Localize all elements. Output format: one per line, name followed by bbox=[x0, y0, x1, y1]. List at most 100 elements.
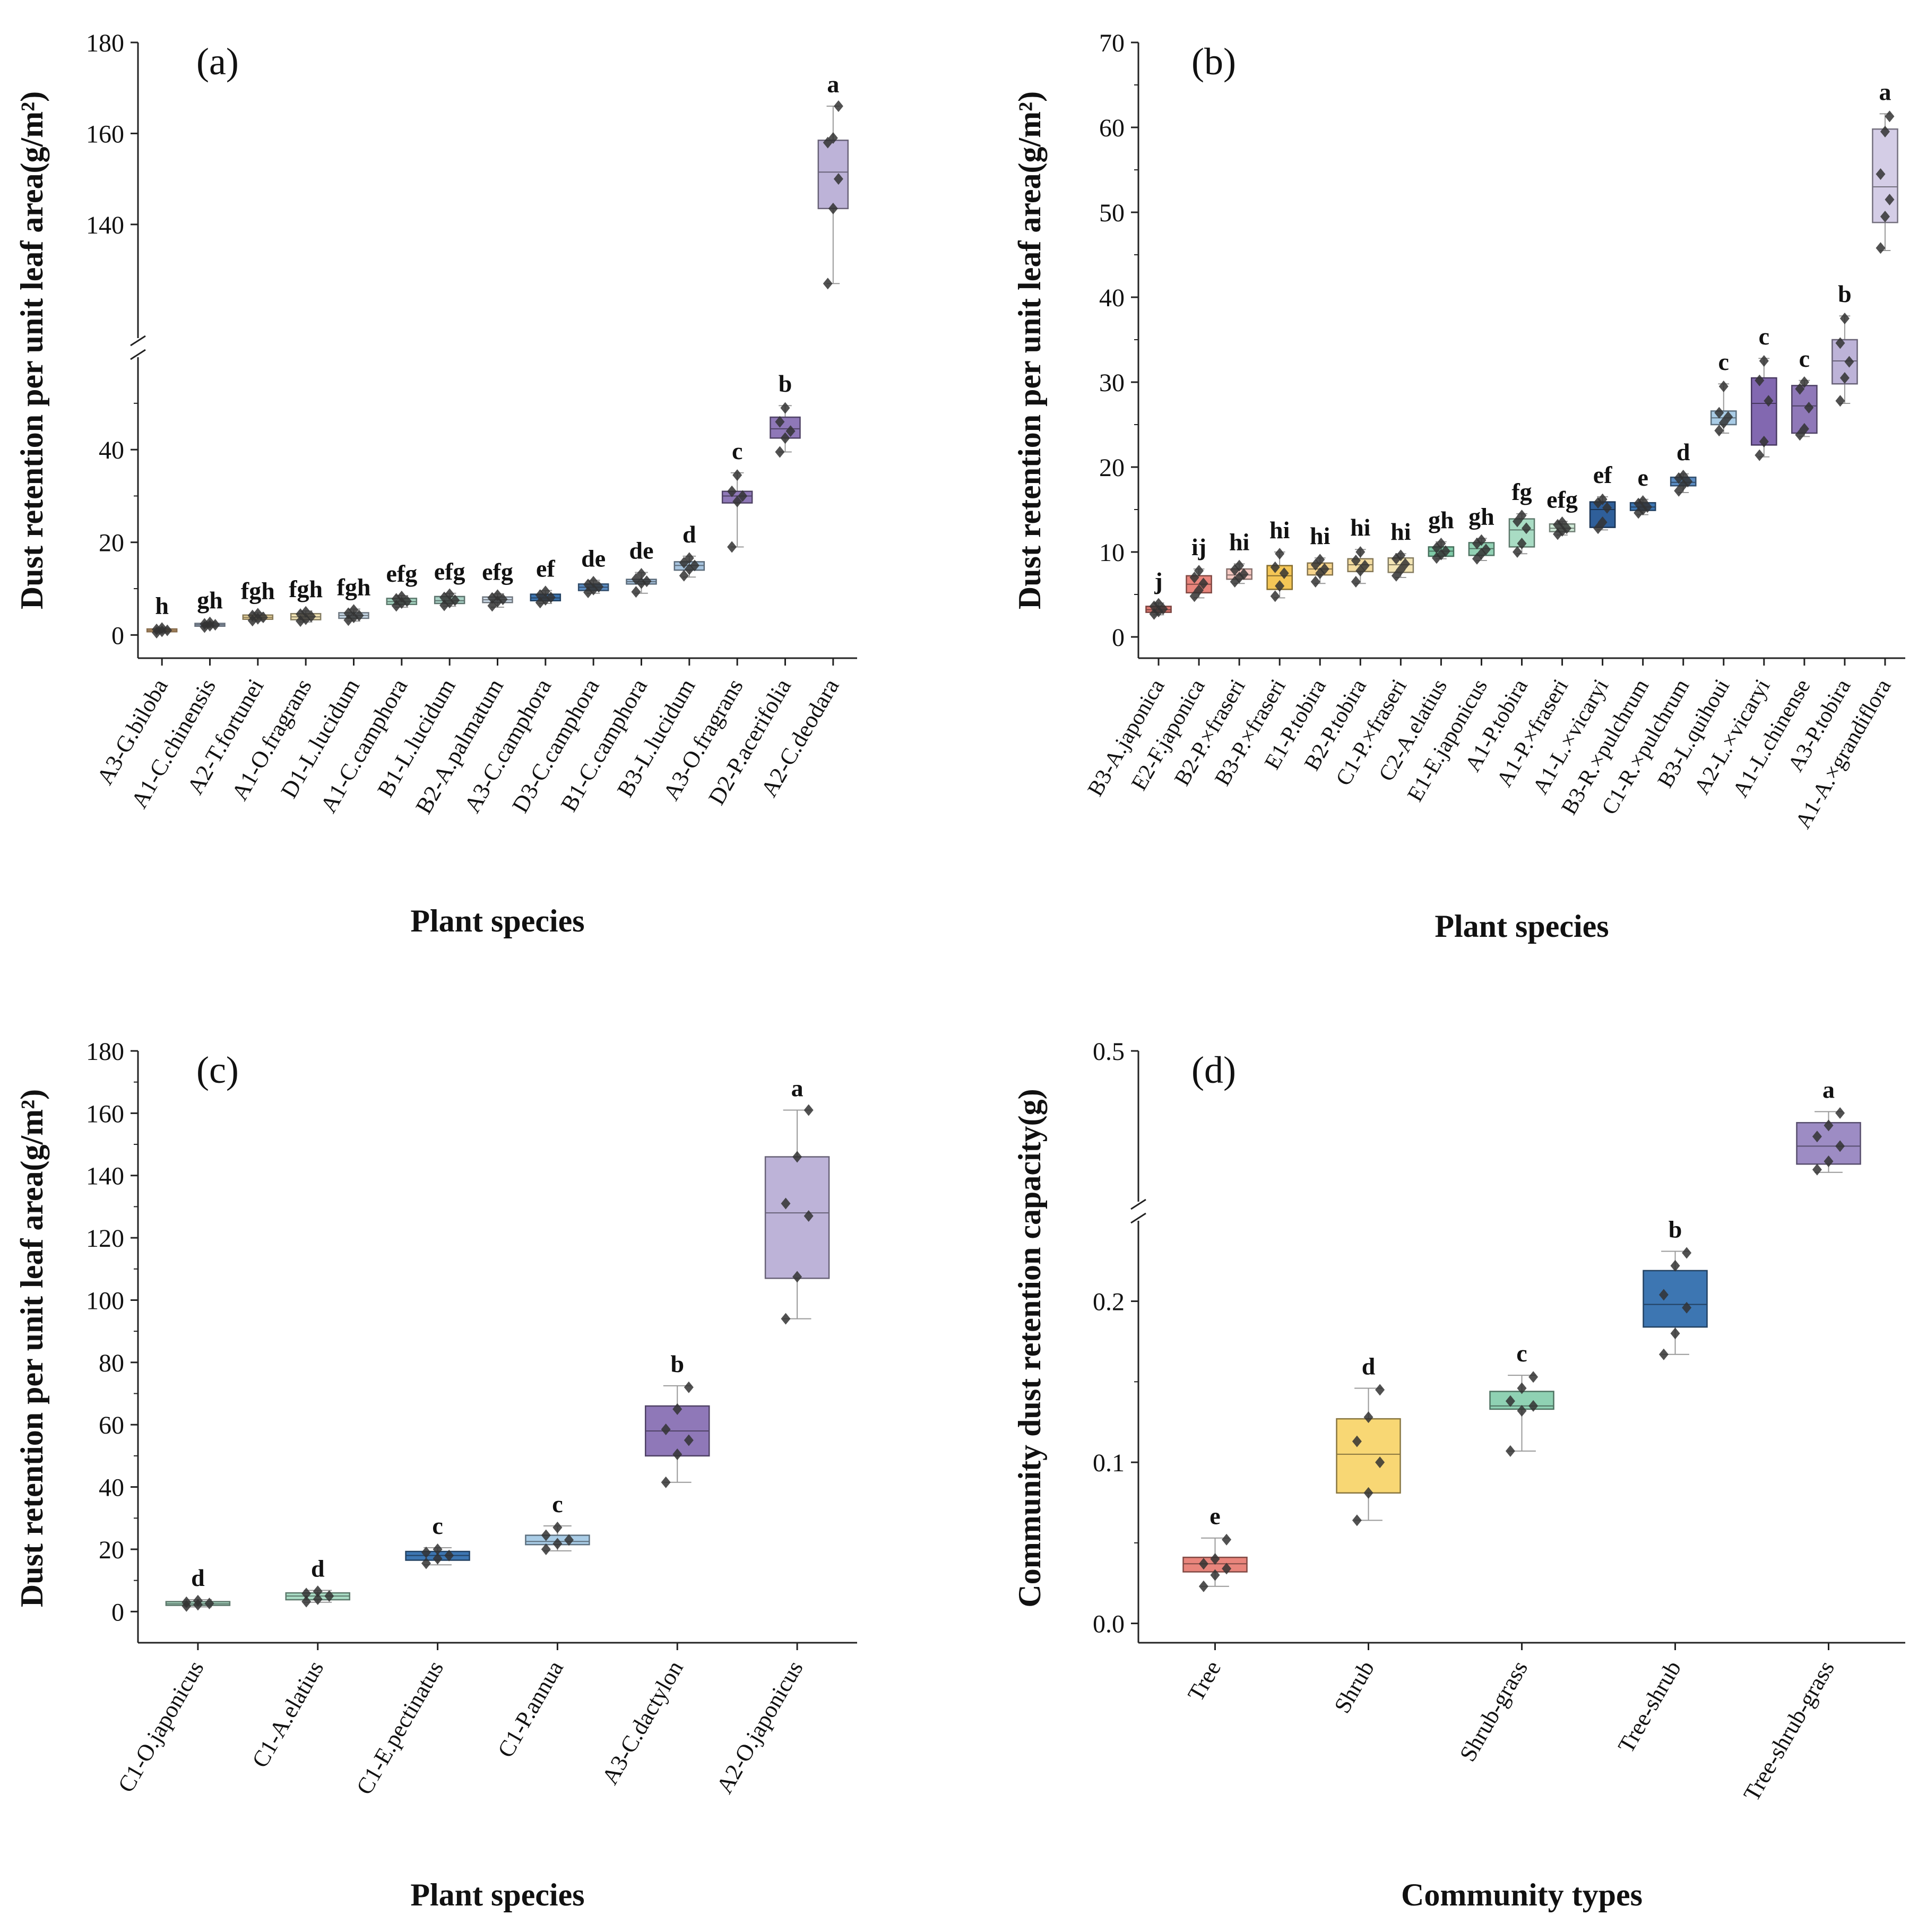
data-point bbox=[1275, 580, 1285, 592]
x-tick-label: C1-E.pectinatus bbox=[351, 1657, 449, 1799]
y-tick-label: 140 bbox=[86, 211, 124, 239]
x-tick-label: A3-C.dactylon bbox=[597, 1657, 688, 1789]
significance-letter: b bbox=[1838, 280, 1852, 307]
x-axis-title: Plant species bbox=[1435, 909, 1609, 944]
data-point bbox=[541, 1543, 551, 1555]
y-tick-label: 180 bbox=[86, 1038, 124, 1066]
data-point bbox=[205, 616, 215, 628]
box-iqr bbox=[1872, 128, 1898, 223]
box-c-6: a bbox=[764, 1075, 830, 1325]
box-b-13: e bbox=[1629, 464, 1656, 519]
data-point bbox=[1723, 411, 1733, 423]
data-point bbox=[1880, 211, 1890, 222]
data-point bbox=[1210, 1569, 1220, 1581]
data-point bbox=[1194, 584, 1204, 596]
panel-label: (c) bbox=[196, 1049, 239, 1091]
data-point bbox=[1517, 510, 1527, 522]
data-point bbox=[689, 559, 699, 572]
box-b-10: fg bbox=[1508, 478, 1535, 558]
significance-letter: c bbox=[1718, 348, 1729, 375]
significance-letter: c bbox=[552, 1490, 563, 1517]
data-point bbox=[732, 469, 742, 481]
data-point bbox=[1513, 546, 1523, 558]
y-tick-label: 70 bbox=[1099, 29, 1125, 57]
data-point bbox=[1154, 598, 1164, 610]
data-point bbox=[792, 1151, 802, 1163]
data-point bbox=[1682, 1247, 1692, 1259]
y-tick-label: 60 bbox=[1099, 114, 1125, 142]
box-a-4: fgh bbox=[289, 575, 323, 627]
data-point bbox=[433, 1543, 443, 1555]
data-point bbox=[732, 495, 742, 507]
box-a-9: ef bbox=[530, 555, 561, 609]
significance-letter: hi bbox=[1390, 518, 1411, 545]
box-b-15: c bbox=[1710, 348, 1737, 437]
axis-break-mark bbox=[130, 349, 146, 360]
data-point bbox=[684, 1434, 694, 1446]
data-point bbox=[450, 594, 460, 606]
y-tick-label: 0.5 bbox=[1093, 1038, 1125, 1066]
box-iqr bbox=[1336, 1418, 1401, 1494]
significance-letter: d bbox=[191, 1564, 205, 1591]
data-point bbox=[1310, 576, 1320, 588]
data-point bbox=[1835, 1107, 1845, 1119]
data-point bbox=[1279, 567, 1289, 579]
box-b-18: b bbox=[1831, 280, 1858, 407]
data-point bbox=[1799, 423, 1809, 435]
data-point bbox=[1885, 194, 1895, 205]
data-point bbox=[1528, 1400, 1539, 1412]
data-point bbox=[1270, 590, 1280, 602]
y-tick-label: 30 bbox=[1099, 369, 1125, 397]
axis-break-mark bbox=[1130, 1198, 1146, 1210]
data-point bbox=[672, 1448, 682, 1460]
significance-letter: efg bbox=[482, 558, 513, 585]
data-point bbox=[1319, 563, 1329, 575]
x-tick-label: C1-A.elatius bbox=[247, 1657, 329, 1772]
x-tick-label: Tree bbox=[1182, 1657, 1226, 1706]
data-point bbox=[1839, 372, 1850, 384]
data-point bbox=[1824, 1155, 1834, 1167]
box-a-1: h bbox=[146, 592, 178, 639]
data-point bbox=[1481, 544, 1491, 556]
data-point bbox=[672, 1403, 682, 1415]
data-point bbox=[833, 173, 843, 185]
y-tick-label: 50 bbox=[1099, 199, 1125, 227]
data-point bbox=[1682, 1301, 1692, 1314]
data-point bbox=[313, 1593, 323, 1605]
panel-c: 0 20 40 60 80 100 120 140 160 180 d C1-O.japonicus d… bbox=[14, 1038, 857, 1912]
significance-letter: ef bbox=[536, 555, 555, 582]
data-point bbox=[1602, 502, 1612, 514]
significance-letter: c bbox=[1799, 345, 1810, 372]
y-tick-label: 100 bbox=[86, 1287, 124, 1315]
data-point bbox=[1812, 1131, 1822, 1143]
data-point bbox=[828, 202, 838, 214]
data-point bbox=[1755, 449, 1765, 461]
data-point bbox=[727, 485, 737, 497]
box-c-5: b bbox=[645, 1350, 710, 1488]
y-tick-label: 140 bbox=[86, 1162, 124, 1191]
data-point bbox=[1658, 1348, 1669, 1360]
significance-letter: hi bbox=[1229, 528, 1250, 555]
y-tick-label: 0 bbox=[111, 1598, 124, 1626]
data-point bbox=[1835, 1140, 1845, 1152]
box-a-3: fgh bbox=[241, 577, 275, 627]
data-point bbox=[775, 446, 785, 458]
x-axis-title: Community types bbox=[1401, 1877, 1643, 1912]
data-point bbox=[1375, 1456, 1385, 1469]
significance-letter: gh bbox=[197, 586, 223, 614]
box-a-7: efg bbox=[434, 558, 465, 611]
data-point bbox=[1880, 126, 1890, 137]
y-tick-label: 160 bbox=[86, 120, 124, 148]
data-point bbox=[182, 1596, 192, 1608]
box-b-12: ef bbox=[1589, 461, 1616, 534]
y-tick-label: 40 bbox=[99, 436, 124, 464]
data-point bbox=[552, 1538, 563, 1550]
significance-letter: c bbox=[732, 437, 742, 464]
y-tick-label: 0 bbox=[1112, 624, 1125, 652]
data-point bbox=[1812, 1163, 1822, 1176]
data-point bbox=[1835, 337, 1845, 349]
box-b-5: hi bbox=[1307, 522, 1334, 588]
significance-letter: d bbox=[1677, 438, 1690, 465]
y-tick-label: 40 bbox=[1099, 284, 1125, 312]
